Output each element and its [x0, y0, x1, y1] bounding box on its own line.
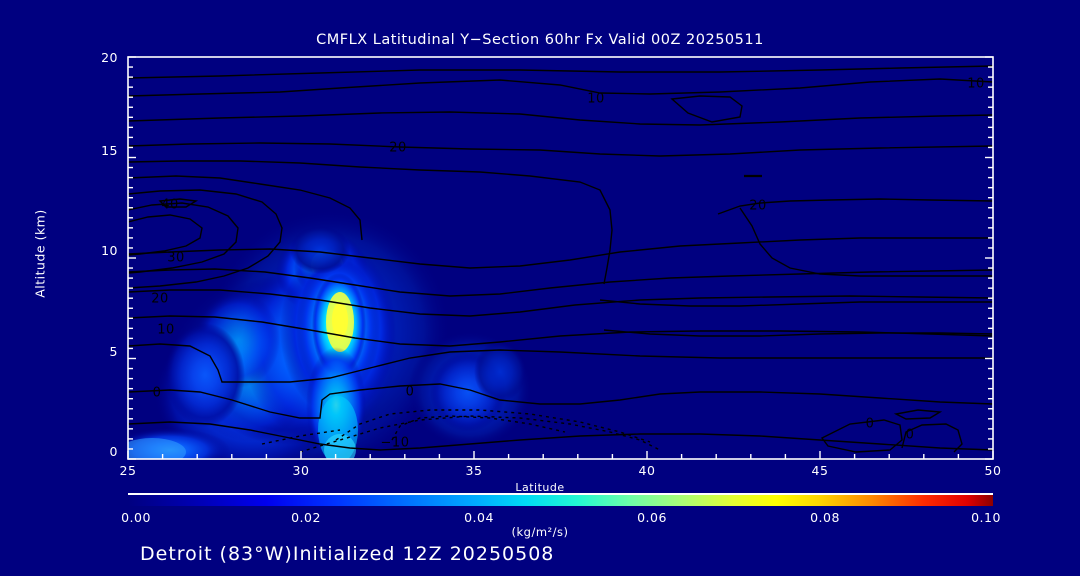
contour-label: −10	[380, 435, 410, 451]
colorbar-tick-label: 0.04	[464, 510, 494, 525]
colorbar-tick-label: 0.06	[637, 510, 667, 525]
contour-label: 10	[157, 322, 175, 338]
x-tick-label: 45	[811, 463, 829, 478]
colorbar-tick-label: 0.02	[291, 510, 321, 525]
colorbar-tick-label: 0.00	[121, 510, 151, 525]
x-tick-label: 35	[465, 463, 483, 478]
chart-title: CMFLX Latitudinal Y−Section 60hr Fx Vali…	[316, 32, 764, 48]
colorbar-units-label: (kg/m²/s)	[511, 525, 569, 539]
contour-label: 10	[967, 76, 985, 92]
colorbar-tick-label: 0.08	[810, 510, 840, 525]
contour-label: 20	[389, 140, 407, 156]
contour-label: 0	[905, 427, 915, 443]
contour-label: 20	[749, 198, 767, 214]
x-axis-label: Latitude	[515, 481, 565, 494]
y-tick-label: 10	[101, 243, 118, 258]
contour-label: 40	[161, 197, 179, 213]
x-tick-label: 25	[119, 463, 137, 478]
y-tick-label: 15	[101, 143, 118, 158]
mass-flux-field	[128, 57, 993, 459]
y-tick-label: 5	[109, 344, 118, 359]
y-tick-label: 20	[101, 50, 118, 65]
contour-label: 0	[865, 416, 875, 432]
contour-label: 0	[152, 385, 162, 401]
contour-label: 0	[405, 384, 415, 400]
contour-label: 20	[151, 291, 169, 307]
chart-footer-label: Detroit (83°W)Initialized 12Z 20250508	[140, 543, 555, 565]
x-tick-label: 40	[638, 463, 656, 478]
y-tick-label: 0	[109, 444, 118, 459]
x-tick-label: 30	[292, 463, 310, 478]
contour-label: 10	[587, 91, 605, 107]
negative-contours	[261, 409, 661, 453]
x-tick-label: 50	[984, 463, 1002, 478]
axis-ticks	[127, 56, 994, 460]
colorbar	[128, 493, 993, 506]
contour-label: 30	[167, 250, 185, 266]
colorbar-tick-label: 0.10	[971, 510, 1001, 525]
isotach-contours	[128, 65, 993, 453]
